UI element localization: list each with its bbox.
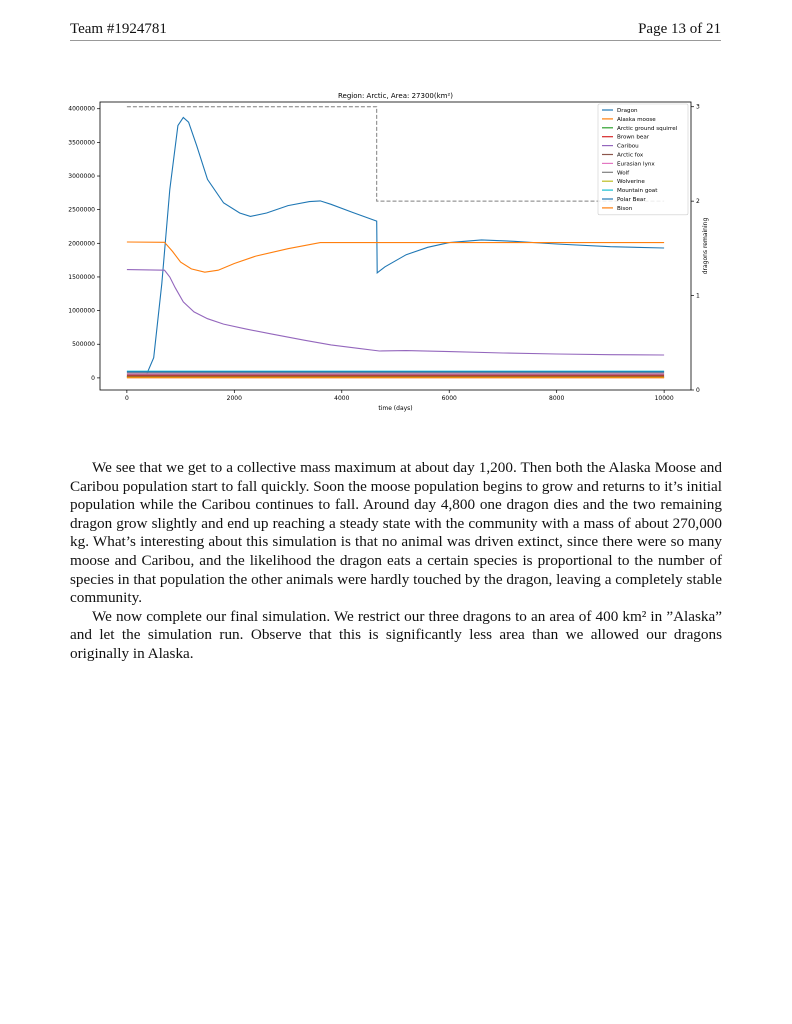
y-tick-label: 500000 (72, 341, 95, 348)
legend-label-polar-bear: Polar Bear (617, 197, 646, 203)
y2-tick-label: 3 (696, 104, 700, 111)
x-tick-label: 2000 (227, 395, 242, 402)
legend-box (597, 103, 689, 216)
y-tick-label: 1000000 (68, 308, 95, 315)
legend-label-dragon: Dragon (617, 108, 638, 114)
x-axis-label: time (days) (378, 405, 412, 412)
legend-label-alaska-moose: Alaska moose (617, 117, 656, 123)
y2-axis-label: dragons remaining (702, 218, 709, 275)
y-tick-label: 4000000 (68, 106, 95, 113)
paragraph-2: We now complete our final simulation. We… (70, 607, 722, 662)
y2-tick-label: 1 (696, 293, 700, 300)
y-tick-label: 1500000 (68, 274, 95, 281)
legend-label-wolf: Wolf (617, 170, 630, 176)
series-line-dragon (126, 116, 665, 378)
series-line-alaska-moose (126, 241, 665, 273)
y-tick-label: 3500000 (68, 139, 95, 146)
x-tick-label: 6000 (442, 395, 457, 402)
body-text: We see that we get to a collective mass … (70, 459, 722, 664)
legend-label-mountain-goat: Mountain goat (617, 188, 658, 194)
y-tick-label: 2000000 (68, 240, 95, 247)
legend-label-wolverine: Wolverine (617, 179, 645, 185)
y-tick-label: 3000000 (68, 173, 95, 180)
y-tick-label: 0 (91, 375, 95, 382)
y2-tick-label: 0 (696, 387, 700, 394)
x-tick-label: 4000 (334, 395, 349, 402)
series-line-caribou (126, 269, 665, 356)
x-tick-label: 10000 (655, 395, 674, 402)
legend-label-arctic-fox: Arctic fox (617, 153, 644, 159)
x-tick-label: 0 (125, 395, 129, 402)
legend-label-bison: Bison (617, 206, 633, 212)
legend-label-eurasian-lynx: Eurasian lynx (617, 161, 655, 167)
legend-label-arctic-ground-squirrel: Arctic ground squirrel (617, 126, 678, 132)
legend-label-brown-bear: Brown bear (617, 135, 650, 141)
x-tick-label: 8000 (549, 395, 564, 402)
page-number: Page 13 of 21 (638, 21, 721, 37)
team-label: Team #1924781 (70, 21, 167, 37)
population-chart: 0 2000 4000 6000 8000 10000 0 500000 1000000 1500… (68, 92, 709, 412)
y-tick-label: 2500000 (68, 207, 95, 214)
legend-label-caribou: Caribou (617, 144, 639, 150)
plot-frame (99, 101, 692, 391)
chart-title: Region: Arctic, Area: 27300(km²) (338, 92, 453, 100)
y2-tick-label: 2 (696, 198, 700, 205)
paragraph-1: We see that we get to a collective mass … (70, 459, 722, 607)
dragons-remaining-line (126, 106, 665, 202)
page-header: Team #1924781 Page 13 of 21 (70, 20, 721, 41)
